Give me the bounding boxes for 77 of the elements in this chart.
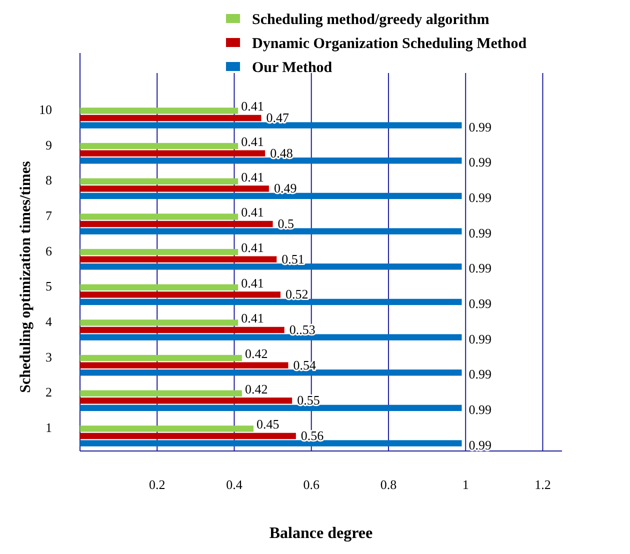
y-tick-label: 5 <box>46 278 52 294</box>
bar <box>80 256 277 262</box>
data-label: 0.41 <box>241 275 264 290</box>
y-tick-label: 3 <box>46 349 52 364</box>
bar <box>80 186 269 192</box>
bar <box>80 292 281 298</box>
data-label: 0.99 <box>468 437 492 452</box>
x-tick-label: 0.4 <box>226 477 243 492</box>
data-label: 0.99 <box>468 296 492 311</box>
bar <box>80 326 284 334</box>
data-label: 0.45 <box>256 416 280 432</box>
y-tick-label: 7 <box>46 208 52 224</box>
data-label: 0.47 <box>266 110 290 126</box>
data-label: 0.99 <box>468 225 492 240</box>
bar <box>80 114 262 122</box>
bar <box>80 214 238 220</box>
bar <box>80 398 292 404</box>
data-label: 0.5 <box>278 216 294 232</box>
x-axis-title: Balance degree <box>269 525 373 542</box>
bar <box>80 432 296 440</box>
data-label: 0.99 <box>468 402 492 417</box>
bar <box>80 370 462 376</box>
data-label: 0.41 <box>241 169 264 184</box>
data-label: 0.41 <box>241 310 264 326</box>
y-tick-label: 8 <box>46 172 52 188</box>
bar <box>80 228 462 234</box>
data-label: 0.41 <box>241 98 264 114</box>
y-tick-label: 6 <box>46 243 52 258</box>
bar <box>80 178 238 184</box>
bar <box>80 354 242 362</box>
bar <box>80 108 238 114</box>
data-label: 0.99 <box>468 190 492 205</box>
y-tick-label: 9 <box>46 137 52 152</box>
data-label: 0.99 <box>468 119 492 134</box>
y-tick-label: 4 <box>46 314 52 329</box>
bar <box>80 150 266 156</box>
x-tick-label: 1.2 <box>534 477 551 492</box>
data-label: 0.41 <box>241 134 264 150</box>
data-label: 0.42 <box>244 381 268 396</box>
bar <box>80 426 254 432</box>
data-label: 0.52 <box>286 286 308 302</box>
x-tick-label: 0.2 <box>148 477 166 492</box>
data-label: 0.49 <box>274 180 297 196</box>
bar <box>80 122 462 128</box>
x-tick-label: 1 <box>462 477 469 492</box>
bar <box>80 390 242 396</box>
y-axis-title: Scheduling optimization times/times <box>18 161 34 393</box>
x-tick-label: 0.6 <box>303 477 320 492</box>
legend-label: Our Method <box>252 60 333 76</box>
bar <box>80 248 238 256</box>
x-tick-label: 0.8 <box>380 477 397 492</box>
bar <box>80 440 462 446</box>
bar <box>80 298 462 306</box>
data-label: 0.99 <box>468 154 492 170</box>
bar <box>80 192 462 200</box>
data-label: 0.99 <box>468 331 492 346</box>
data-label: 0.41 <box>241 204 264 220</box>
y-tick-label: 2 <box>46 384 52 400</box>
data-label: 0.48 <box>270 145 293 160</box>
y-tick-label: 1 <box>46 420 52 435</box>
bar <box>80 284 238 290</box>
y-tick-label: 10 <box>39 102 52 118</box>
bar <box>80 320 238 326</box>
legend-label: Scheduling method/greedy algorithm <box>252 12 490 28</box>
bar <box>80 142 238 150</box>
bar <box>80 264 462 270</box>
legend-label: Dynamic Organization Scheduling Method <box>252 36 528 52</box>
bar <box>80 158 462 164</box>
bar <box>80 334 462 340</box>
bar <box>80 220 273 228</box>
data-label: 0.99 <box>468 366 492 382</box>
data-label: 0.41 <box>241 240 264 256</box>
data-label: 0.51 <box>282 251 304 266</box>
data-label: 0.99 <box>468 260 492 276</box>
bar <box>80 362 288 368</box>
data-label: 0.42 <box>244 346 268 362</box>
bar <box>80 404 462 412</box>
